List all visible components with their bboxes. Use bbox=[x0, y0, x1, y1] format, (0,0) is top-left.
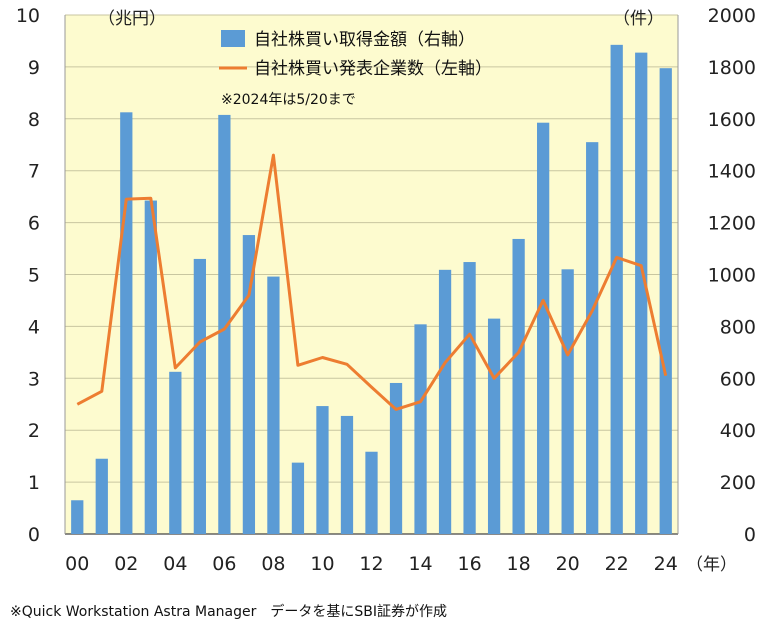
x-tick-label: 06 bbox=[212, 553, 236, 575]
bar-13 bbox=[389, 382, 403, 534]
x-axis-ticks: 00 02 04 06 08 10 12 14 16 18 20 22 24 bbox=[65, 553, 678, 575]
right-tick-label: 2000 bbox=[708, 5, 756, 27]
x-tick-label: 16 bbox=[457, 553, 481, 575]
x-tick-label: 10 bbox=[310, 553, 334, 575]
bar-16 bbox=[463, 262, 476, 534]
x-axis-unit: （年） bbox=[686, 555, 737, 575]
bar-04 bbox=[169, 371, 182, 534]
bar-12 bbox=[365, 451, 378, 534]
legend: 自社株買い取得金額（右軸） 自社株買い発表企業数（左軸） ※2024年は5/20… bbox=[219, 30, 492, 108]
left-axis-ticks: 0 1 2 3 4 5 6 7 8 9 10 bbox=[16, 5, 40, 546]
bar-17 bbox=[487, 318, 501, 534]
x-tick-label: 22 bbox=[605, 553, 629, 575]
right-tick-label: 400 bbox=[720, 420, 756, 442]
bar-20 bbox=[561, 269, 574, 534]
right-tick-label: 1400 bbox=[708, 161, 756, 183]
bar-02 bbox=[120, 112, 133, 534]
right-tick-label: 600 bbox=[720, 368, 756, 390]
left-tick-label: 5 bbox=[28, 265, 40, 287]
bar-05 bbox=[193, 258, 206, 534]
legend-line-label: 自社株買い発表企業数（左軸） bbox=[254, 59, 492, 79]
left-tick-label: 10 bbox=[16, 5, 40, 27]
left-tick-label: 7 bbox=[28, 161, 40, 183]
source-note: ※Quick Workstation Astra Manager データを基にS… bbox=[10, 604, 447, 620]
x-tick-label: 14 bbox=[408, 553, 432, 575]
right-axis-ticks: 0 200 400 600 800 1000 1200 1400 1600 1800 2000 bbox=[708, 5, 756, 546]
bar-14 bbox=[414, 324, 427, 534]
line-series bbox=[76, 153, 668, 411]
legend-bar-swatch bbox=[221, 30, 245, 47]
bar-11 bbox=[340, 415, 354, 534]
left-tick-label: 6 bbox=[28, 213, 40, 235]
bar-15 bbox=[438, 269, 452, 534]
left-tick-label: 3 bbox=[28, 368, 40, 390]
bar-24 bbox=[659, 68, 672, 534]
x-tick-label: 08 bbox=[261, 553, 285, 575]
right-tick-label: 0 bbox=[744, 524, 756, 546]
x-tick-label: 18 bbox=[507, 553, 531, 575]
x-tick-label: 02 bbox=[114, 553, 138, 575]
bar-01 bbox=[95, 458, 108, 534]
legend-bar-label: 自社株買い取得金額（右軸） bbox=[254, 30, 475, 50]
left-tick-label: 2 bbox=[28, 420, 40, 442]
left-axis-unit: （兆円） bbox=[98, 9, 166, 29]
x-tick-label: 20 bbox=[556, 553, 580, 575]
bar-18 bbox=[512, 238, 525, 535]
bar-06 bbox=[218, 114, 231, 534]
left-tick-label: 8 bbox=[28, 109, 40, 131]
bar-08 bbox=[267, 276, 280, 534]
right-tick-label: 800 bbox=[720, 316, 756, 338]
x-tick-label: 04 bbox=[163, 553, 187, 575]
right-tick-label: 1000 bbox=[708, 265, 756, 287]
x-tick-label: 00 bbox=[65, 553, 89, 575]
right-axis-unit: （件） bbox=[613, 9, 664, 29]
bar-10 bbox=[316, 406, 329, 534]
bar-19 bbox=[537, 122, 550, 534]
right-tick-label: 200 bbox=[720, 472, 756, 494]
chart-note: ※2024年は5/20まで bbox=[221, 92, 356, 108]
bar-09 bbox=[291, 462, 305, 534]
right-tick-label: 1800 bbox=[708, 57, 756, 79]
x-tick-label: 24 bbox=[654, 553, 678, 575]
bar-21 bbox=[586, 142, 599, 534]
left-tick-label: 4 bbox=[28, 316, 40, 338]
bar-00 bbox=[71, 500, 84, 534]
bar-03 bbox=[144, 200, 157, 535]
bar-07 bbox=[242, 235, 256, 534]
bar-23 bbox=[635, 52, 648, 534]
left-tick-label: 0 bbox=[28, 524, 40, 546]
left-tick-label: 1 bbox=[28, 472, 40, 494]
right-tick-label: 1200 bbox=[708, 213, 756, 235]
bar-22 bbox=[610, 44, 623, 534]
x-tick-label: 12 bbox=[359, 553, 383, 575]
left-tick-label: 9 bbox=[28, 57, 40, 79]
right-tick-label: 1600 bbox=[708, 109, 756, 131]
